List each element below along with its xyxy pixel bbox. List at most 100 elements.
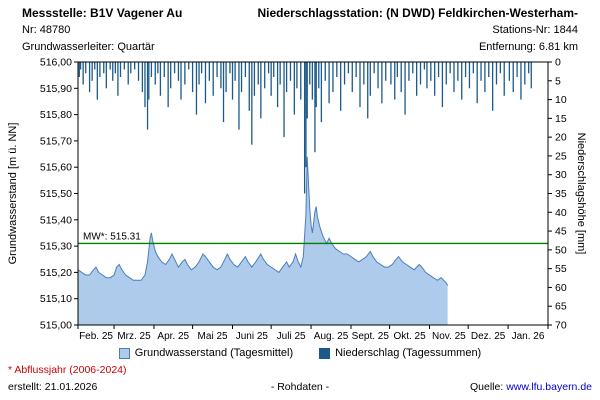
precip-bar [150,62,153,77]
precip-bar [105,62,107,89]
precip-bar [94,62,96,70]
precip-bar [396,62,398,77]
precip-bar [85,62,87,74]
groundwater-area [78,156,448,325]
precip-bar [173,62,176,74]
precip-bar [257,62,259,85]
right-axis-tick-label: 0 [555,57,561,69]
precip-station-title: Niederschlagsstation: (N DWD) Feldkirche… [257,6,578,20]
left-axis-tick-label: 515,80 [40,109,72,121]
right-axis-tick-label: 35 [555,188,567,200]
precip-bar [416,62,418,96]
precip-bar [495,62,498,85]
precip-bar [367,62,369,119]
precip-bar [134,62,136,70]
precip-bar [146,62,149,130]
precip-bar [311,62,314,100]
legend: Grundwasserstand (Tagesmittel) Niedersch… [0,347,600,359]
precip-bar [520,62,522,100]
precip-station-number: Stations-Nr: 1844 [492,24,578,36]
right-axis-tick-label: 15 [555,113,567,125]
month-label: Feb. 25 [79,331,113,342]
precip-bar [464,62,467,77]
precip-bar [293,62,295,115]
precip-bar [516,62,518,77]
precip-bar [112,62,114,81]
precip-bar [328,62,330,104]
precip-bar [198,62,200,85]
precip-bar [430,62,432,81]
precip-bar [260,62,262,119]
aquifer-type: Grundwasserleiter: Quartär [22,41,155,53]
precip-bar [170,62,172,89]
groundwater-swatch [118,347,130,359]
header-right: Niederschlagsstation: (N DWD) Feldkirche… [257,5,578,56]
precip-bar [283,62,285,138]
precip-bar [343,62,346,85]
precip-bar [377,62,379,89]
legend-item-precipitation: Niederschlag (Tagessummen) [319,347,481,359]
precip-bar [289,62,292,81]
month-label: Apr. 25 [157,331,189,342]
precip-bar [234,62,236,81]
precip-bar [400,62,402,93]
precip-bar [488,62,490,77]
precip-bar [253,62,256,96]
precip-bar [524,62,526,85]
precip-bar [381,62,383,104]
precip-bar [212,62,214,96]
precip-bar [437,62,440,77]
precip-bar [238,62,240,130]
left-axis-tick-label: 515,40 [40,214,72,226]
precip-bar [270,62,272,96]
precip-bar [167,62,169,108]
month-label: Mrz. 25 [117,331,151,342]
precip-bar [480,62,482,81]
source-link[interactable]: www.lfu.bayern.de [506,381,592,393]
right-axis-tick-label: 10 [555,94,567,106]
left-axis-tick-label: 516,00 [40,57,72,69]
precip-bar [434,62,436,96]
precip-bar [503,62,505,96]
precip-bar [508,62,511,81]
left-axis-tick-label: 515,00 [40,320,72,332]
precip-bar [412,62,414,74]
precip-bar [103,62,105,74]
precip-bar [324,62,326,81]
month-label: Juni 25 [236,331,269,342]
precip-bar [318,62,320,89]
precip-bar [300,62,302,100]
precip-bar [251,62,253,145]
precip-bar [117,62,119,96]
precipitation-bars [78,62,532,194]
precip-bar [273,62,275,77]
precip-bar [285,62,288,93]
precip-bar [127,62,129,85]
precip-bar [461,62,463,100]
precip-bar [423,62,426,70]
precip-bar [351,62,353,93]
right-axis-tick-label: 20 [555,132,567,144]
precip-bar [82,62,84,85]
mean-water-level-label: MW*: 515.31 [83,231,141,242]
precip-bar [96,62,98,100]
precip-bar [180,62,182,100]
left-axis-tick-label: 515,20 [40,267,72,279]
precip-bar [296,62,298,89]
precip-bar [453,62,455,93]
precip-bar [355,62,357,77]
station-number: Nr: 48780 [22,24,71,36]
precip-bar [491,62,494,111]
precip-bar [347,62,350,74]
created-date: erstellt: 21.01.2026 [8,381,98,393]
right-axis-tick-label: 40 [555,207,567,219]
precip-bar [216,62,218,77]
precip-bar [279,62,281,85]
precip-bar [499,62,502,74]
precip-bar [154,62,156,85]
precip-bar [314,62,316,153]
precip-bar [303,62,306,194]
left-axis-tick-label: 515,90 [40,83,72,95]
right-axis-tick-label: 50 [555,244,567,256]
